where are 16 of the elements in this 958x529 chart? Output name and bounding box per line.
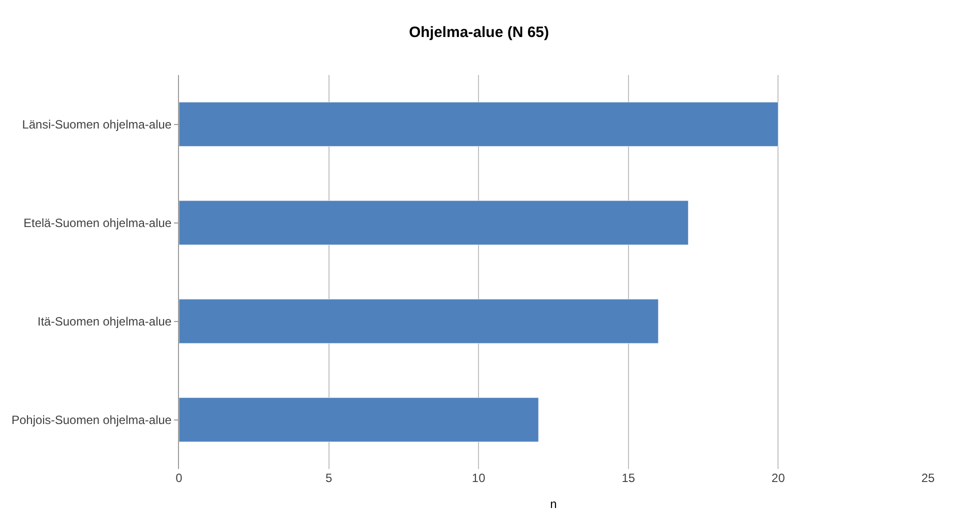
bar (179, 298, 659, 344)
y-tick-label: Pohjois-Suomen ohjelma-alue (12, 412, 172, 427)
y-tick-label: Itä-Suomen ohjelma-alue (38, 314, 172, 328)
x-tick-label: 20 (772, 471, 786, 485)
x-tick-label: 0 (176, 471, 183, 485)
x-tick-label: 15 (622, 471, 636, 485)
x-tick-label: 10 (472, 471, 486, 485)
y-tick-label: Länsi-Suomen ohjelma-alue (22, 117, 172, 132)
bar (179, 102, 778, 147)
x-tick-label: 5 (325, 471, 332, 485)
x-tick-label: 25 (921, 471, 935, 485)
bar (179, 397, 539, 442)
x-axis-title: n (550, 496, 557, 511)
y-tick-label: Etelä-Suomen ohjelma-alue (24, 216, 172, 230)
bar (179, 200, 689, 246)
chart-title: Ohjelma-alue (N 65) (408, 24, 550, 41)
